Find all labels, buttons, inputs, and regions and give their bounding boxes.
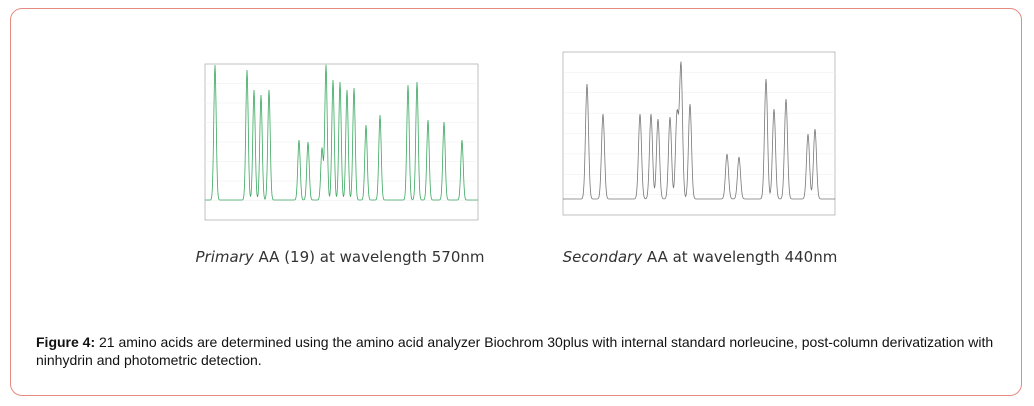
figure-label: Figure 4: xyxy=(36,334,96,350)
figure-frame xyxy=(10,8,1022,396)
panel-caption: Secondary AA at wavelength 440nm xyxy=(520,248,880,266)
trace xyxy=(563,61,835,200)
caption-italic: Primary xyxy=(195,248,254,266)
figure-caption: Figure 4: 21 amino acids are determined … xyxy=(36,333,996,369)
caption-italic: Secondary xyxy=(562,248,643,266)
caption-text: AA at wavelength 440nm xyxy=(646,248,838,266)
figure-caption-text: 21 amino acids are determined using the … xyxy=(36,334,994,368)
chromatogram-secondary xyxy=(562,51,836,216)
chromatogram-primary xyxy=(204,63,479,221)
panel-caption: Primary AA (19) at wavelength 570nm xyxy=(160,248,520,266)
trace xyxy=(205,64,478,201)
caption-text: AA (19) at wavelength 570nm xyxy=(258,248,485,266)
